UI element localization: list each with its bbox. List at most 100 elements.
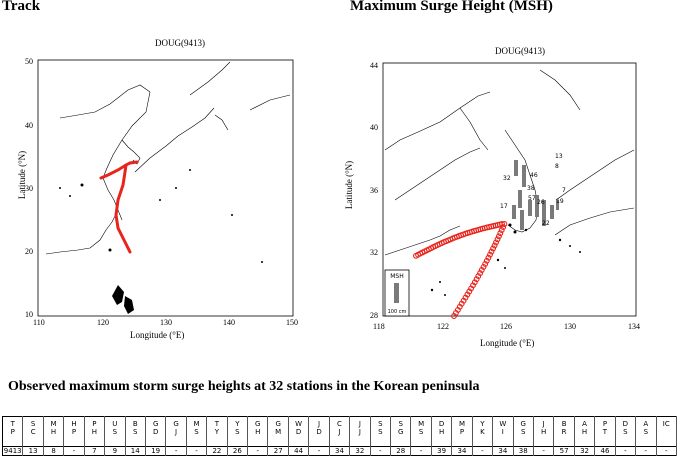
surge-value: 34 — [451, 446, 473, 456]
surge-value: 19 — [145, 446, 167, 456]
track-point — [490, 245, 497, 252]
track-point — [487, 251, 493, 258]
left-map-islands — [59, 169, 263, 314]
track-point — [485, 254, 492, 261]
right-map-title: DOUG(9413) — [495, 46, 545, 56]
station-label: 22 — [542, 220, 550, 227]
surge-value: - — [656, 446, 677, 456]
track-point — [413, 252, 419, 259]
surge-value: - — [308, 446, 330, 456]
track-point — [480, 263, 487, 270]
station-label: 8 — [555, 163, 559, 170]
station-code: IC — [656, 416, 677, 447]
surge-value: - — [472, 446, 494, 456]
surge-value: - — [186, 446, 208, 456]
track-point — [482, 260, 489, 267]
left-map-frame — [37, 59, 294, 317]
station-label: 38 — [527, 185, 535, 192]
left-ytick: 50 — [25, 57, 33, 66]
surge-value: 32 — [349, 446, 371, 456]
surge-value: 13 — [22, 446, 44, 456]
surge-value: 57 — [553, 446, 575, 456]
surge-value-row: 9413 13 8-7 9 14 19- -22 26-27 44-34 32-28-39 34-3… — [2, 446, 677, 456]
surge-value: - — [615, 446, 637, 456]
surge-value: 9 — [104, 446, 126, 456]
right-map-frame — [382, 62, 637, 317]
left-map-title: DOUG(9413) — [155, 38, 205, 48]
surge-value: 34 — [329, 446, 351, 456]
left-map-xlabel: Longitude (°E) — [130, 330, 185, 340]
station-label: 46 — [530, 172, 538, 179]
right-map-surge-bars — [512, 160, 559, 230]
left-ytick: 40 — [25, 121, 33, 130]
track-point — [495, 233, 502, 240]
surge-value: - — [165, 446, 187, 456]
right-xtick: 118 — [373, 322, 385, 331]
track-point — [493, 239, 499, 246]
track-point — [491, 242, 498, 249]
track-point — [473, 276, 480, 283]
station-label: 19 — [556, 198, 564, 205]
msh-header: Maximum Surge Height (MSH) — [350, 0, 553, 14]
right-xtick: 130 — [564, 322, 576, 331]
right-xtick: 126 — [500, 322, 512, 331]
right-ytick: 44 — [370, 61, 378, 70]
left-typhoon-track — [99, 160, 139, 254]
surge-value: 14 — [125, 446, 146, 456]
msh-legend-title: MSH — [390, 273, 404, 280]
surge-value: 34 — [492, 446, 514, 456]
surge-value: 7 — [84, 446, 106, 456]
right-ytick: 40 — [370, 123, 378, 132]
right-ytick: 32 — [370, 248, 378, 257]
station-label: 13 — [555, 153, 563, 160]
left-map-coastline — [45, 61, 291, 255]
left-xtick: 140 — [223, 318, 235, 327]
surge-value: 38 — [513, 446, 534, 456]
station-label: 57 — [528, 195, 536, 202]
msh-legend-scale: 100 cm — [388, 309, 407, 315]
left-xtick: 150 — [286, 318, 298, 327]
left-ytick: 30 — [25, 184, 33, 193]
track-point — [477, 270, 484, 277]
station-label: 17 — [500, 203, 508, 210]
surge-value: 44 — [288, 446, 310, 456]
station-label: 32 — [503, 175, 511, 182]
track-point — [478, 267, 485, 273]
surge-value: - — [635, 446, 657, 456]
surge-value: - — [63, 446, 85, 456]
right-xtick: 122 — [437, 322, 449, 331]
surge-value: - — [247, 446, 269, 456]
right-map-islands — [430, 223, 581, 296]
surge-value: - — [410, 446, 432, 456]
track-point — [488, 248, 495, 255]
right-map-coastline — [384, 69, 635, 256]
